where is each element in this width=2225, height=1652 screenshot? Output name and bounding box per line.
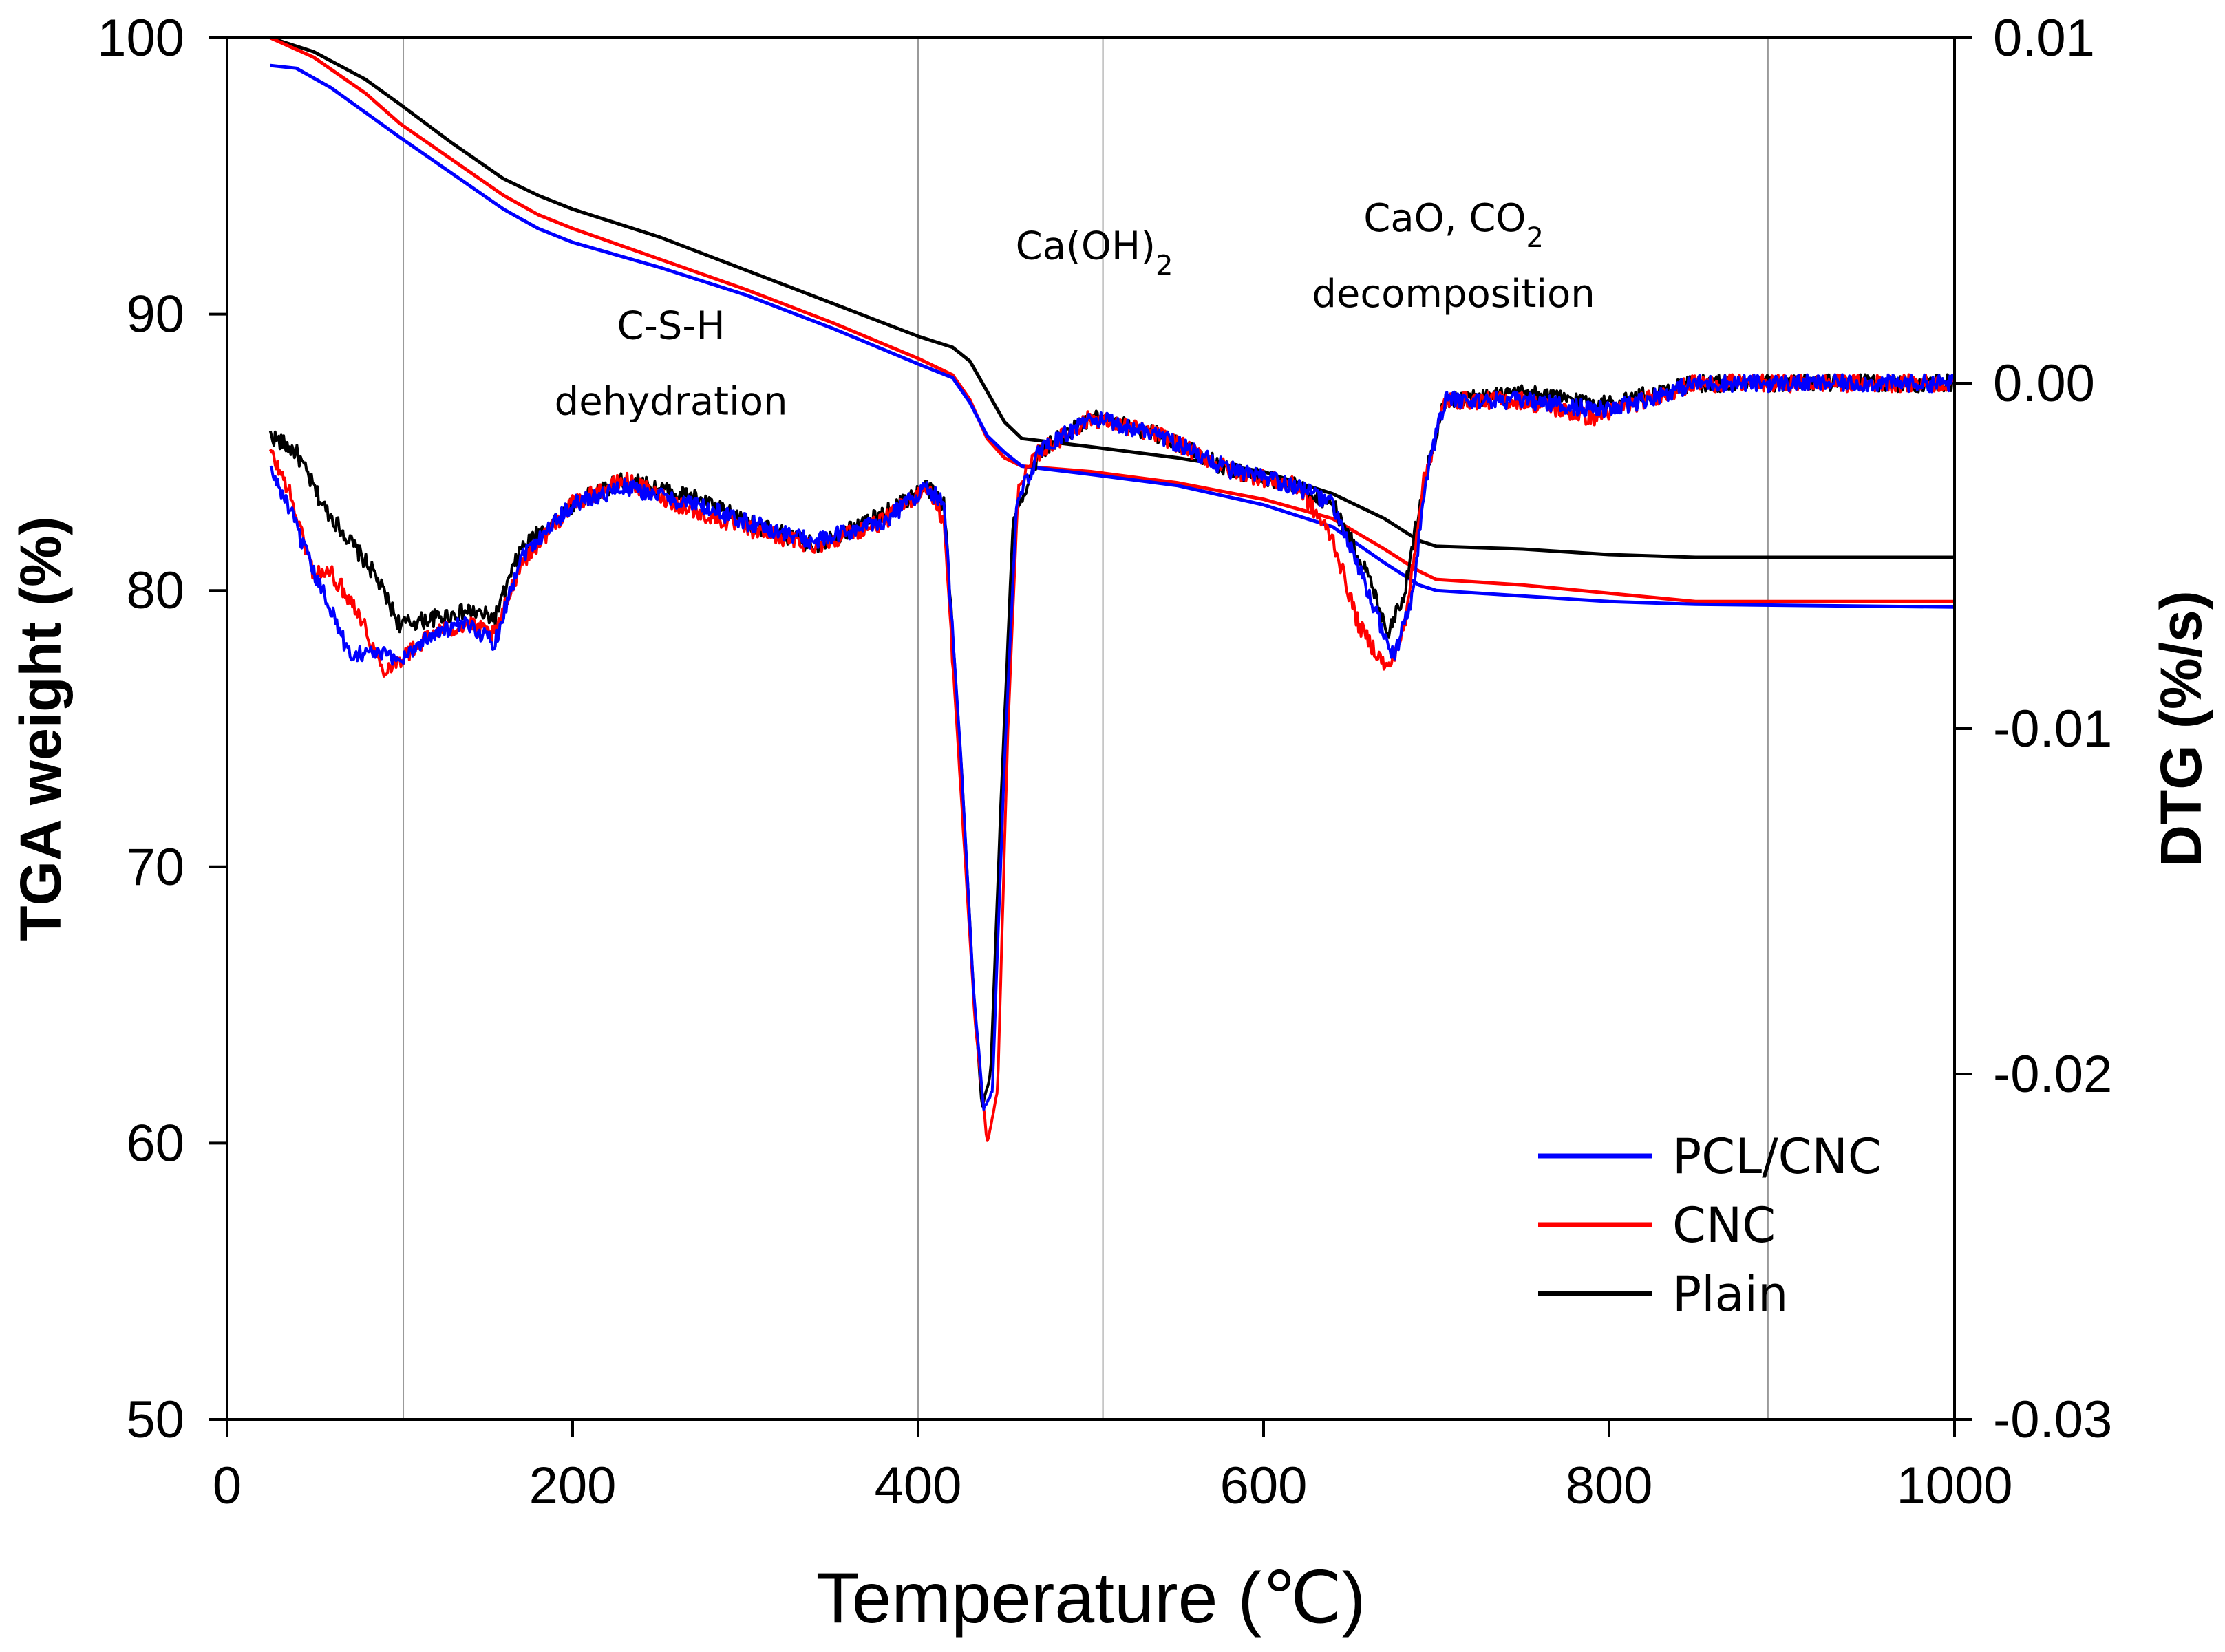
dtg-line-pcl-cnc: [269, 373, 1955, 1111]
x-tick-label-2: 400: [875, 1457, 962, 1515]
y-left-tick-label-3: 80: [126, 561, 184, 620]
legend-label-plain: Plain: [1672, 1266, 1788, 1322]
x-axis-ticks: 0 200 400 600 800 1000: [213, 1419, 2013, 1515]
y-left-axis-title: TGA weight (%): [8, 516, 73, 941]
annotation-caco: CaO, CO2: [1363, 196, 1544, 254]
y-left-axis-ticks: 50 60 70 80 90 100: [97, 9, 227, 1449]
x-tick-label-3: 600: [1220, 1457, 1308, 1515]
y-right-tick-label-3: 0.00: [1993, 354, 2095, 413]
y-right-axis-ticks: -0.03 -0.02 -0.01 0.00 0.01: [1955, 9, 2112, 1449]
annotation-caoh2-subscript: 2: [1156, 250, 1173, 281]
annotation-csh-line-1: dehydration: [555, 380, 788, 425]
y-left-tick-label-5: 100: [97, 9, 184, 67]
legend-label-cnc: CNC: [1672, 1197, 1776, 1254]
y-left-tick-label-1: 60: [126, 1114, 184, 1172]
annotation-caoh2-text: Ca(OH): [1016, 224, 1156, 268]
legend: PCL/CNC CNC Plain: [1538, 1128, 1882, 1322]
x-tick-label-4: 800: [1566, 1457, 1653, 1515]
y-left-tick-label-0: 50: [126, 1391, 184, 1449]
y-right-tick-label-0: -0.03: [1993, 1391, 2112, 1449]
x-axis-title: Temperature (℃): [816, 1558, 1366, 1638]
x-tick-label-5: 1000: [1896, 1457, 2012, 1515]
annotation-caco-line-2: decomposition: [1312, 272, 1595, 317]
y-left-tick-label-2: 70: [126, 838, 184, 897]
annotation-csh-line-0: C-S-H: [617, 304, 725, 349]
annotation-caco-subscript: 2: [1526, 222, 1544, 254]
tga-line-pcl-cnc: [270, 63, 1955, 609]
y-right-tick-label-1: -0.02: [1993, 1045, 2112, 1104]
y-left-tick-label-4: 90: [126, 286, 184, 344]
series-lines: [268, 36, 1955, 1142]
x-tick-label-0: 0: [213, 1457, 242, 1515]
annotation-caco-text: CaO, CO: [1363, 196, 1526, 241]
annotation-caoh2: Ca(OH)2: [1016, 224, 1173, 281]
reference-lines: [403, 38, 1769, 1419]
y-right-tick-label-2: -0.01: [1993, 700, 2112, 758]
legend-label-pcl-cnc: PCL/CNC: [1672, 1128, 1882, 1185]
y-right-tick-label-4: 0.01: [1993, 9, 2095, 67]
x-tick-label-1: 200: [529, 1457, 617, 1515]
tga-line-plain: [270, 36, 1955, 559]
y-right-axis-title: DTG (%/s): [2149, 590, 2213, 866]
